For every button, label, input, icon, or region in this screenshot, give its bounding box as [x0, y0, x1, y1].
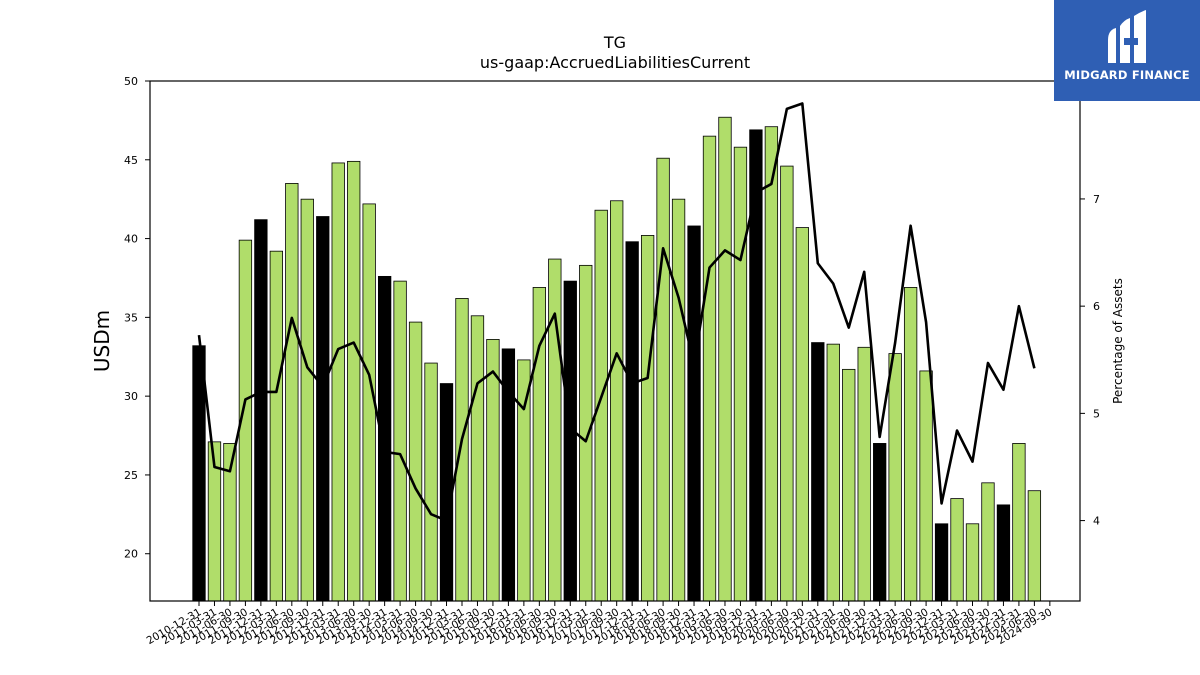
bar-2018-12-31 [687, 225, 701, 602]
bar-2012-06-30 [285, 183, 299, 602]
x-axis: 2010-12-312011-03-312011-06-302011-09-30… [145, 601, 1054, 647]
y-tick-label: 20 [124, 548, 138, 561]
bar-2021-06-30 [842, 368, 856, 602]
y2-tick-label: 5 [1093, 407, 1100, 420]
bar-2017-03-31 [579, 264, 593, 602]
bar-2013-12-31 [377, 275, 392, 602]
bar-2022-09-30 [919, 370, 933, 602]
bar-2019-03-31 [702, 135, 717, 602]
bar-2012-09-30 [300, 198, 314, 602]
logo-text: MIDGARD FINANCE [1064, 68, 1190, 82]
y-tick-label: 50 [124, 75, 138, 88]
bar-2020-09-30 [795, 227, 809, 602]
bar-2021-09-30 [857, 346, 871, 602]
bar-2023-06-30 [965, 523, 980, 602]
bar-2023-03-31 [950, 498, 964, 602]
bar-2012-12-31 [316, 216, 330, 602]
bar-2016-09-30 [548, 258, 562, 602]
bar-2023-09-30 [981, 482, 995, 602]
bar-2015-03-31 [455, 298, 469, 602]
y2-axis-label: Percentage of Assets [1111, 278, 1125, 404]
bar-2017-12-31 [625, 241, 639, 602]
y-axis-label: USDm [90, 310, 114, 372]
bar-2019-12-31 [749, 129, 763, 602]
bar-2014-06-30 [408, 321, 423, 602]
bar-2018-03-31 [640, 235, 655, 602]
bar-2020-03-31 [764, 126, 779, 602]
bar-2021-12-31 [873, 443, 887, 602]
bar-2018-09-30 [671, 198, 686, 602]
bar-2023-12-31 [996, 504, 1011, 602]
bar-2013-03-31 [331, 162, 345, 602]
brand-logo: MIDGARD FINANCE [1054, 0, 1200, 101]
bar-2015-06-30 [470, 315, 485, 602]
y-tick-label: 40 [124, 233, 138, 246]
y2-tick-label: 4 [1093, 515, 1100, 528]
bar-2022-06-30 [903, 287, 918, 602]
bar-2024-06-30 [1027, 490, 1042, 602]
bar-2019-09-30 [733, 146, 748, 602]
bar-2018-06-30 [656, 157, 670, 602]
bar-2020-12-31 [811, 342, 825, 602]
bar-2019-06-30 [718, 116, 732, 602]
left-axis: 20 25 30 35 40 45 50 [124, 75, 150, 561]
bar-2020-06-30 [780, 165, 794, 602]
bar-2022-12-31 [934, 523, 949, 602]
bar-2014-03-31 [393, 280, 407, 602]
bar-2024-03-31 [1012, 443, 1026, 602]
right-axis: 4 5 6 7 [1080, 193, 1100, 528]
bar-2017-09-30 [610, 200, 624, 602]
y-tick-label: 25 [124, 469, 138, 482]
bar-2011-12-31 [254, 219, 268, 602]
bar-2013-06-30 [347, 160, 361, 602]
bar-2017-06-30 [594, 209, 608, 602]
line-group [197, 102, 1036, 522]
y-tick-label: 35 [124, 311, 138, 324]
bar-2021-03-31 [826, 343, 840, 602]
y-tick-label: 30 [124, 390, 138, 403]
bars-group [192, 116, 1042, 602]
bar-2014-09-30 [424, 362, 438, 602]
y-tick-label: 45 [124, 154, 138, 167]
percentage-line [197, 102, 1036, 522]
y2-tick-label: 7 [1093, 193, 1100, 206]
bar-2012-03-31 [269, 250, 284, 602]
chart-subtitle: us-gaap:AccruedLiabilitiesCurrent [480, 53, 750, 72]
y2-tick-label: 6 [1093, 300, 1100, 313]
bar-2010-12-31 [192, 345, 206, 602]
bar-2016-12-31 [563, 280, 577, 602]
bar-2022-03-31 [888, 353, 902, 602]
chart-title: TG [603, 33, 626, 52]
logo-mark-icon [1108, 10, 1146, 63]
plot-frame [149, 80, 1081, 602]
